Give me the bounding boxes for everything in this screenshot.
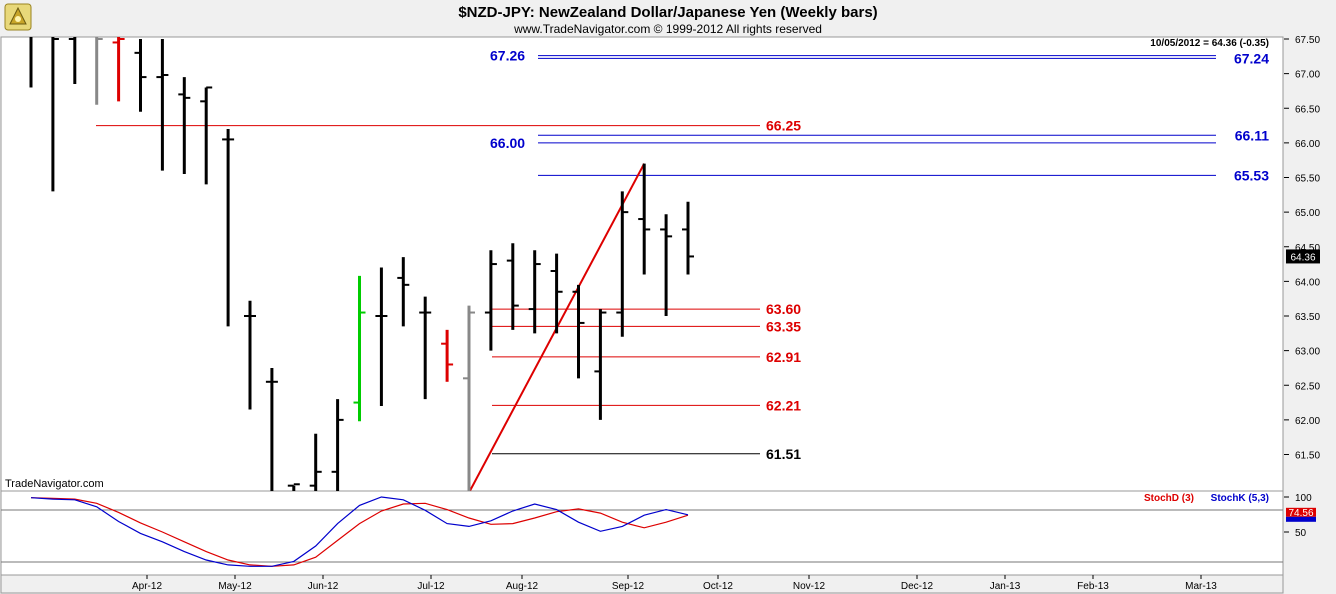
- price-tick-label: 66.00: [1295, 139, 1320, 150]
- ohlc-bar: [156, 39, 169, 171]
- ohlc-bar: [287, 483, 300, 491]
- ohlc-bar: [112, 37, 125, 102]
- price-tick-label: 65.50: [1295, 174, 1320, 185]
- stoch-value-box: [1286, 507, 1316, 517]
- level-label: 67.26: [490, 48, 525, 64]
- stoch-value-box-k: [1286, 516, 1316, 522]
- price-tick-label: 64.00: [1295, 277, 1320, 288]
- date-tick-label: Sep-12: [612, 581, 645, 592]
- ohlc-bars: [29, 37, 694, 491]
- date-tick-label: Oct-12: [703, 581, 733, 592]
- watermark-text: TradeNavigator.com: [5, 478, 104, 490]
- ohlc-bar: [506, 243, 519, 330]
- last-price-marker: 64.36: [1286, 249, 1320, 264]
- price-tick-label: 64.50: [1295, 243, 1320, 254]
- stochk-legend: StochK (5,3): [1211, 493, 1269, 504]
- ohlc-bar: [178, 77, 191, 175]
- date-tick-label: Aug-12: [506, 581, 539, 592]
- stoch-value-label: 74.56: [1288, 508, 1313, 519]
- level-label: 62.21: [766, 397, 801, 413]
- stochd-legend: StochD (3): [1144, 493, 1194, 504]
- ohlc-bar: [397, 257, 410, 327]
- last-price-label: 64.36: [1290, 252, 1315, 263]
- ohlc-bar: [95, 37, 103, 105]
- level-lines: 67.26 67.24 66.25 66.11 66.00 65.53 63.6063.35…: [96, 48, 1269, 462]
- stoch-series-group: [30, 496, 689, 567]
- ohlc-bar: [68, 37, 77, 85]
- price-tick-label: 63.00: [1295, 347, 1320, 358]
- stoch-line: [30, 496, 689, 567]
- date-tick-label: May-12: [218, 581, 252, 592]
- date-axis-ticks: Apr-12 May-12 Jun-12 Jul-12 Aug-12 Sep-12 Oct-…: [132, 575, 1217, 592]
- price-tick-label: 63.50: [1295, 312, 1320, 323]
- last-quote-text: 10/05/2012 = 64.36 (-0.35): [1150, 38, 1269, 49]
- ohlc-bar: [616, 191, 629, 337]
- ohlc-bar: [484, 250, 497, 351]
- ohlc-bar: [222, 129, 235, 327]
- ohlc-bar: [134, 39, 147, 112]
- level-label: 63.60: [766, 301, 801, 317]
- ohlc-bar: [29, 37, 33, 88]
- price-tick-label: 61.50: [1295, 451, 1320, 462]
- ohlc-bar: [244, 300, 256, 410]
- chart-title: $NZD-JPY: NewZealand Dollar/Japanese Yen…: [458, 4, 877, 21]
- date-tick-label: Jan-13: [990, 581, 1021, 592]
- date-tick-label: Feb-13: [1077, 581, 1109, 592]
- level-label: 61.51: [766, 446, 801, 462]
- last-price-box: [1286, 249, 1320, 264]
- level-label: 66.25: [766, 118, 801, 134]
- level-label: 65.53: [1234, 167, 1269, 183]
- date-tick-label: Jul-12: [417, 581, 445, 592]
- price-tick-label: 65.00: [1295, 208, 1320, 219]
- ohlc-bar: [200, 86, 213, 185]
- ohlc-bar: [660, 214, 673, 316]
- date-tick-label: Nov-12: [793, 581, 826, 592]
- ohlc-bar: [331, 399, 344, 491]
- stoch-tick-label: 50: [1295, 528, 1307, 539]
- date-axis: [0, 574, 1284, 594]
- level-label: 66.11: [1235, 127, 1269, 143]
- ohlc-bar: [265, 367, 278, 491]
- ohlc-bar: [463, 305, 475, 491]
- date-tick-label: Jun-12: [308, 581, 339, 592]
- price-tick-label: 62.50: [1295, 381, 1320, 392]
- price-axis-ticks: 67.50 67.00 66.50 66.00 65.50 65.00 64.50 64.00…: [1284, 35, 1320, 462]
- ohlc-bar: [638, 163, 651, 275]
- level-label: 67.24: [1234, 50, 1269, 66]
- level-label: 62.91: [766, 349, 801, 365]
- price-tick-label: 66.50: [1295, 104, 1320, 115]
- ohlc-bar: [682, 201, 694, 275]
- date-tick-label: Mar-13: [1185, 581, 1217, 592]
- ohlc-bar: [572, 284, 585, 379]
- ohlc-bar: [419, 296, 432, 400]
- level-label: 63.35: [766, 318, 801, 334]
- ohlc-bar: [309, 433, 322, 491]
- copyright-text: www.TradeNavigator.com © 1999-2012 All r…: [513, 22, 822, 36]
- level-label: 66.00: [490, 135, 525, 151]
- ohlc-bar: [528, 250, 541, 334]
- price-tick-label: 62.00: [1295, 416, 1320, 427]
- ohlc-bar: [550, 253, 563, 334]
- stochastic-pane: [0, 490, 1284, 576]
- stochastic-lines: 100 50 74.56: [1, 493, 1316, 567]
- date-tick-label: Dec-12: [901, 581, 934, 592]
- ohlc-bar: [441, 329, 454, 382]
- price-axis: [1284, 37, 1335, 575]
- price-pane: [0, 36, 1284, 492]
- ohlc-bar: [594, 309, 607, 420]
- stoch-line: [30, 497, 689, 567]
- stoch-tick-label: 100: [1295, 493, 1312, 504]
- trade-navigator-logo-icon: [4, 3, 32, 31]
- date-tick-label: Apr-12: [132, 581, 162, 592]
- ohlc-bar: [51, 37, 59, 192]
- price-tick-label: 67.00: [1295, 70, 1320, 81]
- price-tick-label: 67.50: [1295, 35, 1320, 46]
- ohlc-bar: [353, 275, 366, 422]
- ohlc-bar: [375, 267, 388, 407]
